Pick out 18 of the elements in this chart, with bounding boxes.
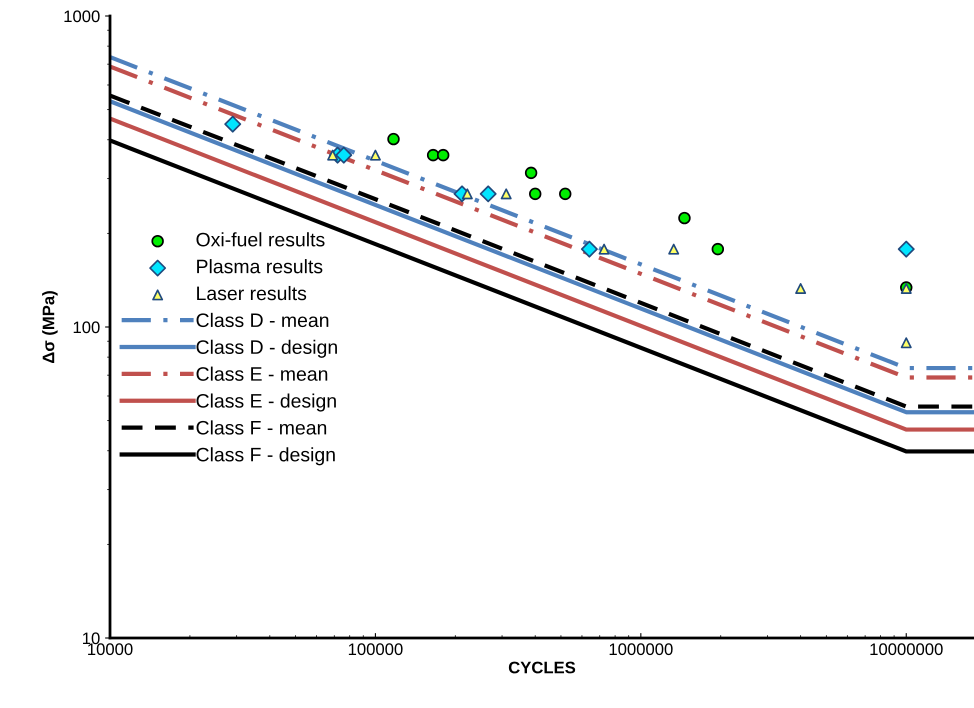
y-tick-label: 1000 <box>64 10 100 22</box>
legend-label: Class D - mean <box>196 312 328 328</box>
y-tick-label: 100 <box>74 321 100 334</box>
legend-label: Class E - design <box>196 393 336 412</box>
legend-label: Class D - design <box>196 340 337 358</box>
x-tick-label: 10000000 <box>870 643 943 656</box>
x-tick-label: 100000 <box>348 643 403 656</box>
legend-label: Class F - mean <box>196 420 326 435</box>
y-tick-label: 10 <box>83 632 100 644</box>
x-tick-label: 1000000 <box>610 643 673 656</box>
x-tick-label: 10000 <box>88 643 133 656</box>
legend-label: Class E - mean <box>196 366 328 381</box>
legend-label: Plasma results <box>197 259 322 274</box>
legend-label: Laser results <box>197 286 306 300</box>
y-axis-title: Δσ (MPa) <box>42 291 58 364</box>
legend-label: Oxi-fuel results <box>196 232 325 246</box>
x-axis-title: CYCLES <box>508 662 576 674</box>
legend-label: Class F - design <box>196 447 335 466</box>
